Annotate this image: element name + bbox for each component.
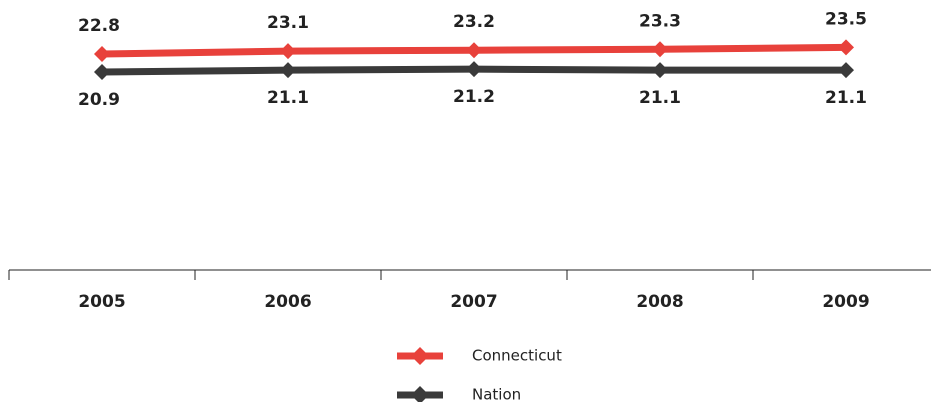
point-marker (652, 41, 668, 58)
x-tick-label: 2006 (264, 292, 311, 312)
point-marker (466, 42, 482, 59)
data-label: 23.3 (639, 11, 681, 31)
x-tick-label: 2005 (78, 292, 125, 312)
point-marker (652, 62, 668, 79)
data-label: 23.5 (825, 9, 867, 29)
data-label: 21.1 (267, 88, 309, 108)
data-label: 21.2 (453, 87, 495, 107)
data-label: 20.9 (78, 90, 120, 110)
x-tick-label: 2009 (822, 292, 869, 312)
point-marker (94, 46, 110, 62)
point-marker (280, 43, 296, 60)
data-label: 21.1 (639, 88, 681, 108)
point-marker (838, 39, 854, 56)
data-label: 21.1 (825, 88, 867, 108)
point-marker (280, 62, 296, 79)
data-label: 23.1 (267, 13, 309, 33)
x-tick-label: 2007 (450, 292, 497, 312)
legend-marker (411, 347, 429, 365)
point-marker (94, 64, 110, 80)
data-label: 22.8 (78, 16, 120, 36)
x-tick-label: 2008 (636, 292, 683, 312)
legend-label: Nation (472, 386, 521, 402)
legend-label: Connecticut (472, 347, 562, 365)
point-marker (466, 61, 482, 78)
data-label: 23.2 (453, 12, 495, 32)
legend-marker (411, 386, 429, 402)
point-marker (838, 62, 854, 79)
